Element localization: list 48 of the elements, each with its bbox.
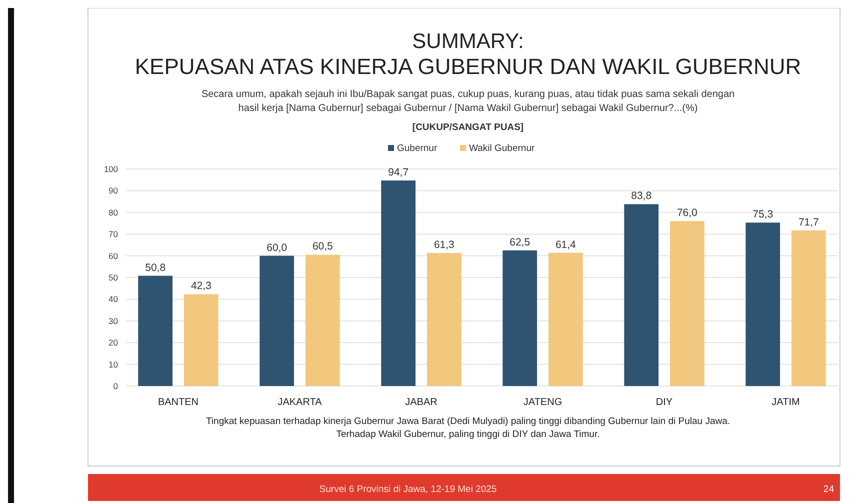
data-label: 75,3: [752, 208, 774, 221]
data-label: 42,3: [190, 280, 212, 292]
data-label: 62,5: [510, 236, 530, 248]
y-tick-label: 70: [108, 229, 118, 240]
legend-label: Wakil Gubernur: [469, 143, 535, 154]
x-tick-label: JAKARTA: [278, 397, 322, 408]
bar: [624, 204, 659, 386]
text: Survei 6 Provinsi di Jawa, 12-19 Mei 2025: [319, 484, 497, 495]
y-tick-label: 90: [108, 186, 118, 196]
text: 24: [823, 484, 834, 495]
y-tick-label: 40: [108, 294, 118, 304]
bar: [381, 180, 416, 386]
data-label: 61,3: [434, 238, 455, 251]
y-tick-label: 50: [108, 272, 118, 282]
y-tick-label: 80: [108, 207, 118, 218]
bar: [746, 222, 780, 386]
bar: [791, 230, 826, 386]
data-label: 76,0: [676, 207, 698, 220]
data-label: 71,7: [798, 216, 820, 228]
legend-label: Gubernur: [397, 143, 438, 154]
x-tick-label: DIY: [656, 397, 673, 408]
text: Tingkat kepuasan terhadap kinerja Gubernur Jawa Barat (Dedi Mulyadi) paling tinggi dibanding Gubernur lain di Pulau Jawa. Terhadap Wakil Gubernur, paling tinggi di DIY dan Jawa Timur.: [206, 416, 730, 440]
y-tick-label: 20: [108, 338, 118, 348]
x-tick-label: JATENG: [523, 397, 562, 408]
y-tick-label: 100: [104, 164, 118, 174]
y-tick-label: 0: [113, 381, 118, 391]
bar: [184, 294, 218, 386]
x-tick-label: JABAR: [405, 397, 438, 408]
bar: [138, 276, 173, 386]
bar: [502, 250, 538, 386]
data-label: 61,4: [555, 238, 576, 251]
bar: [260, 256, 294, 386]
data-label: 60,5: [312, 240, 334, 253]
x-tick-label: BANTEN: [158, 397, 199, 408]
y-tick-label: 60: [108, 250, 118, 261]
bar: [305, 254, 340, 386]
chart-subtitle: Secara umum, apakah sejauh ini Ibu/Bapak sangat puas, cukup puas, kurang puas, atau tidak puas sama sekali dengan hasil kerja [Nama Gubernur] sebagai Gubernur / [Nama Wakil Gubernur] sebagai Wakil Gubernur?...(%) [CUKUP/SANGAT PUAS]: [201, 89, 735, 133]
data-label: 94,7: [388, 166, 409, 178]
x-tick-label: JATIM: [772, 397, 800, 408]
bar: [426, 252, 462, 386]
y-tick-label: 10: [108, 359, 118, 370]
chart-title: SUMMARY: KEPUASAN ATAS KINERJA GUBERNUR DAN WAKIL GUBERNUR: [134, 30, 802, 79]
bar: [670, 221, 704, 386]
data-label: 83,8: [631, 190, 652, 202]
bar: [548, 252, 583, 386]
y-tick-label: 30: [108, 316, 118, 326]
data-label: 60,0: [266, 242, 288, 254]
data-label: 50,8: [145, 262, 166, 274]
